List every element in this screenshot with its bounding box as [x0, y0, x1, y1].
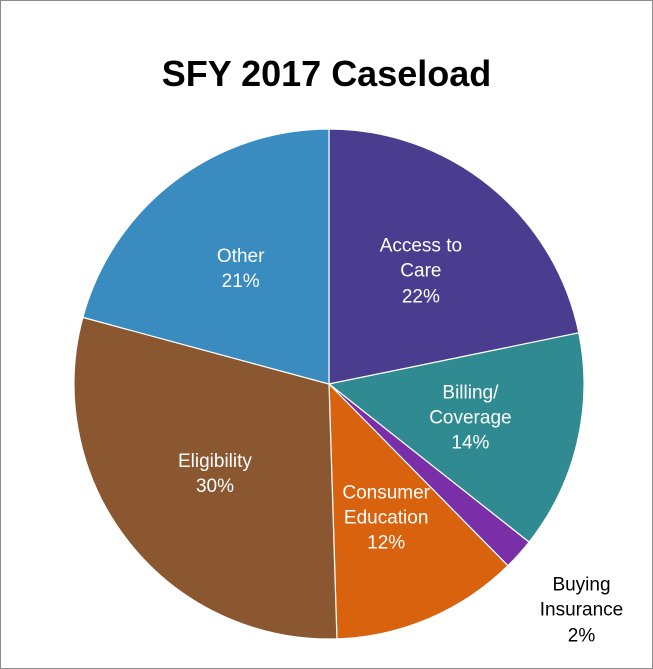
pie-slice — [73, 316, 338, 640]
slice-label: Eligibility 30% — [156, 449, 274, 499]
pie-slice — [82, 128, 330, 385]
value-label: 12% — [367, 532, 406, 554]
category-label: Billing/ Coverage — [429, 381, 512, 429]
category-label: Eligibility — [177, 451, 252, 473]
category-label: Other — [216, 245, 265, 267]
chart-title: SFY 2017 Caseload — [161, 53, 492, 94]
value-label: 22% — [401, 285, 440, 307]
category-label: Consumer Education — [342, 482, 430, 529]
pie-slice — [327, 332, 585, 543]
value-label: 14% — [451, 432, 490, 454]
value-label: 30% — [195, 476, 234, 498]
slice-label: Consumer Education 12% — [327, 480, 445, 555]
value-label: 2% — [567, 624, 596, 646]
slice-label: Other 21% — [182, 243, 300, 293]
slice-label: Billing/ Coverage 14% — [411, 380, 529, 455]
pie-slice — [328, 382, 509, 640]
pie-slice — [328, 128, 580, 385]
value-label: 21% — [221, 270, 260, 292]
category-label: Buying Insurance — [539, 574, 624, 621]
slice-label: Buying Insurance 2% — [523, 573, 641, 648]
category-label: Access to Care — [379, 235, 463, 282]
slice-label: Access to Care 22% — [362, 234, 480, 309]
